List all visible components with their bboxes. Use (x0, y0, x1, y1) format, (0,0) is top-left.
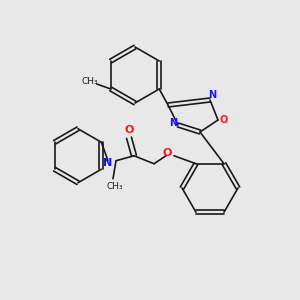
Text: N: N (208, 90, 216, 100)
Text: CH₃: CH₃ (107, 182, 123, 191)
Text: N: N (169, 118, 177, 128)
Text: O: O (124, 125, 134, 135)
Text: O: O (162, 148, 172, 158)
Text: CH₃: CH₃ (81, 77, 98, 86)
Text: O: O (220, 115, 228, 125)
Text: N: N (103, 158, 112, 168)
